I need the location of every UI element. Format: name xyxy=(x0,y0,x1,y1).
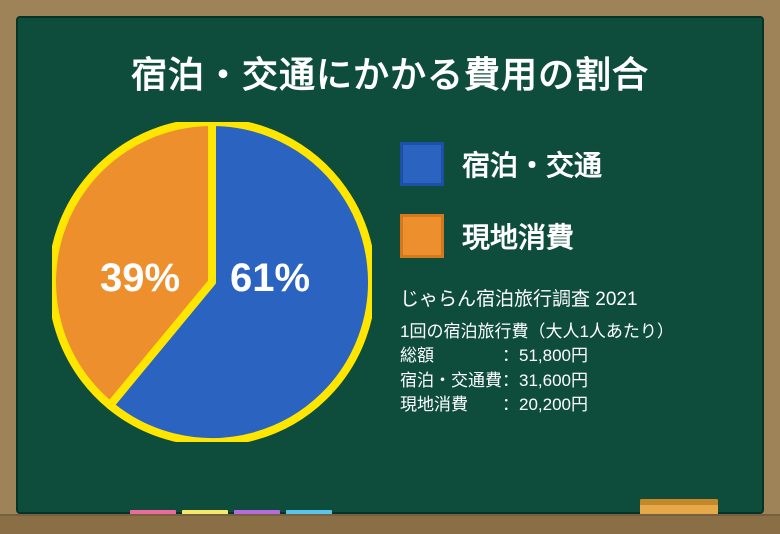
source-line-2: 総額 ：51,800円 xyxy=(400,344,728,369)
pie-pct-1: 39% xyxy=(100,256,180,301)
source-line-1: 1回の宿泊旅行費（大人1人あたり） xyxy=(400,320,728,345)
chalkboard: 宿泊・交通にかかる費用の割合 61% 39% 宿泊・交通 現地消費 xyxy=(16,16,764,514)
chart-title: 宿泊・交通にかかる費用の割合 xyxy=(52,46,728,98)
pie-chart: 61% 39% xyxy=(52,122,372,442)
source-line-3: 宿泊・交通費：31,600円 xyxy=(400,369,728,394)
source-title: じゃらん宿泊旅行調査 2021 xyxy=(400,286,728,314)
legend-label-1: 現地消費 xyxy=(462,216,574,256)
content-row: 61% 39% 宿泊・交通 現地消費 じゃらん宿泊旅行調査 2021 1回の宿泊… xyxy=(52,122,728,442)
legend-label-0: 宿泊・交通 xyxy=(462,144,602,184)
source-line-4: 現地消費 ：20,200円 xyxy=(400,393,728,418)
chalkboard-frame: 宿泊・交通にかかる費用の割合 61% 39% 宿泊・交通 現地消費 xyxy=(0,0,780,534)
legend-column: 宿泊・交通 現地消費 じゃらん宿泊旅行調査 2021 1回の宿泊旅行費（大人1人… xyxy=(400,122,728,418)
legend-item-0: 宿泊・交通 xyxy=(400,142,728,186)
legend-swatch-1 xyxy=(400,214,444,258)
source-block: じゃらん宿泊旅行調査 2021 1回の宿泊旅行費（大人1人あたり） 総額 ：51… xyxy=(400,286,728,418)
chalk-tray xyxy=(0,514,780,534)
legend-swatch-0 xyxy=(400,142,444,186)
pie-pct-0: 61% xyxy=(230,256,310,301)
legend-item-1: 現地消費 xyxy=(400,214,728,258)
